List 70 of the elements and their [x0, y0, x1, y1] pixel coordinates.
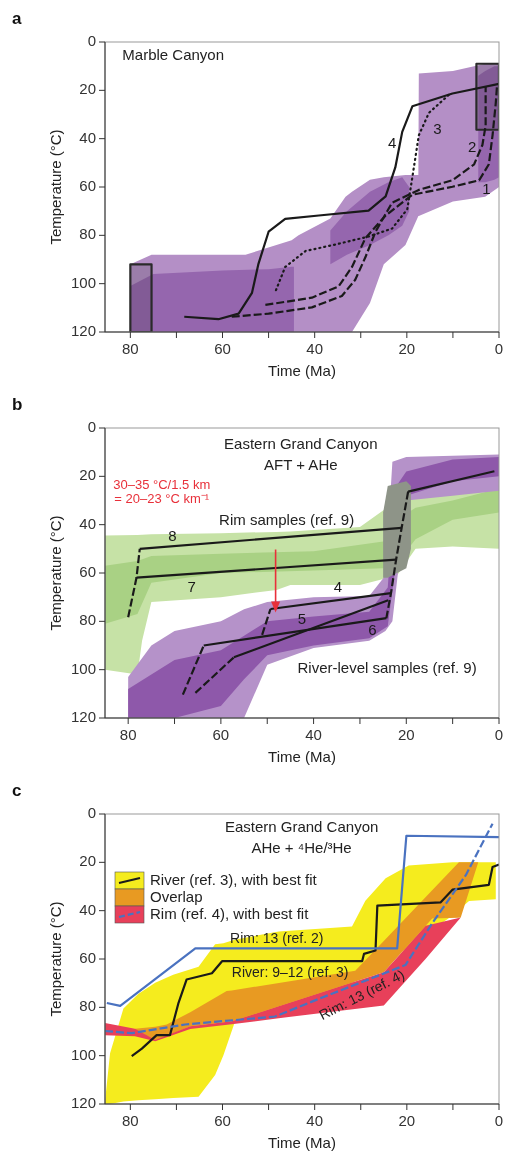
annotation: Marble Canyon: [122, 46, 225, 64]
series-label: 8: [168, 526, 177, 544]
y-tick-label: 0: [87, 31, 96, 49]
series-label: 7: [187, 578, 196, 596]
y-axis-title: Temperature (°C): [47, 129, 64, 245]
y-tick-label: 100: [70, 1045, 96, 1063]
y-tick-label: 20: [79, 852, 96, 870]
y-tick-label: 120: [70, 1093, 96, 1111]
chart-title: a: [12, 9, 22, 28]
y-tick-label: 80: [79, 611, 96, 629]
annotation: River-level samples (ref. 9): [297, 658, 477, 676]
legend-label: Rim (ref. 4), with best fit: [150, 904, 310, 922]
x-tick-label: 80: [122, 340, 139, 357]
annotation: 30–35 °C/1.5 km: [113, 476, 211, 492]
annotation: AFT + AHe: [264, 455, 338, 473]
x-tick-label: 60: [214, 340, 231, 357]
y-tick-label: 100: [70, 659, 96, 677]
y-tick-label: 80: [79, 997, 96, 1015]
y-axis-title: Temperature (°C): [47, 515, 64, 631]
chart-title: c: [12, 781, 22, 800]
x-tick-label: 20: [397, 726, 415, 743]
y-tick-label: 0: [87, 417, 96, 435]
y-tick-label: 60: [79, 562, 96, 580]
y-tick-label: 20: [79, 466, 96, 484]
y-tick-label: 120: [70, 707, 96, 725]
line-series: [105, 822, 494, 1035]
x-tick-label: 40: [306, 1112, 324, 1129]
annotation: = 20–23 °C km⁻¹: [114, 491, 210, 507]
x-tick-label: 20: [398, 1112, 416, 1129]
x-tick-label: 80: [122, 1112, 139, 1129]
y-tick-label: 0: [87, 803, 96, 821]
series-label: 4: [388, 134, 397, 152]
annotation: Eastern Grand Canyon: [224, 434, 378, 452]
series-label: 3: [433, 119, 442, 137]
legend-label: Overlap: [150, 887, 203, 905]
x-tick-label: 60: [214, 1112, 231, 1129]
y-tick-label: 40: [79, 514, 96, 532]
y-tick-label: 40: [79, 900, 96, 918]
x-tick-label: 0: [494, 1112, 504, 1129]
y-tick-label: 40: [79, 128, 96, 146]
y-tick-label: 80: [79, 225, 96, 243]
annotation: River: 9–12 (ref. 3): [231, 963, 349, 980]
series-label: 4: [333, 578, 343, 596]
x-tick-label: 0: [494, 726, 504, 743]
x-tick-label: 40: [305, 726, 322, 743]
series-label: 1: [482, 179, 491, 197]
annotation: Eastern Grand Canyon: [224, 818, 379, 836]
x-tick-label: 80: [119, 726, 137, 743]
series-label: 6: [368, 620, 377, 638]
y-tick-label: 20: [79, 80, 96, 98]
x-axis-title: Time (Ma): [268, 362, 336, 379]
x-tick-label: 20: [398, 340, 416, 357]
legend-label: River (ref. 3), with best fit: [150, 870, 318, 888]
line-series: [274, 93, 450, 292]
line-series: [130, 863, 499, 1058]
y-tick-label: 120: [70, 321, 96, 339]
x-axis-title: Time (Ma): [268, 1134, 336, 1151]
x-tick-label: 0: [494, 340, 504, 357]
y-tick-label: 100: [70, 273, 96, 291]
y-tick-label: 60: [79, 176, 96, 194]
series-label: 2: [468, 138, 477, 156]
y-tick-label: 60: [79, 948, 96, 966]
annotation: Rim samples (ref. 9): [219, 511, 355, 529]
x-axis-title: Time (Ma): [268, 748, 336, 765]
y-axis-title: Temperature (°C): [47, 901, 64, 1017]
x-tick-label: 40: [306, 340, 324, 357]
chart-title: b: [12, 395, 23, 414]
x-tick-label: 60: [212, 726, 230, 743]
series-label: 5: [297, 609, 307, 627]
annotation: AHe + ⁴He/³He: [251, 839, 352, 857]
